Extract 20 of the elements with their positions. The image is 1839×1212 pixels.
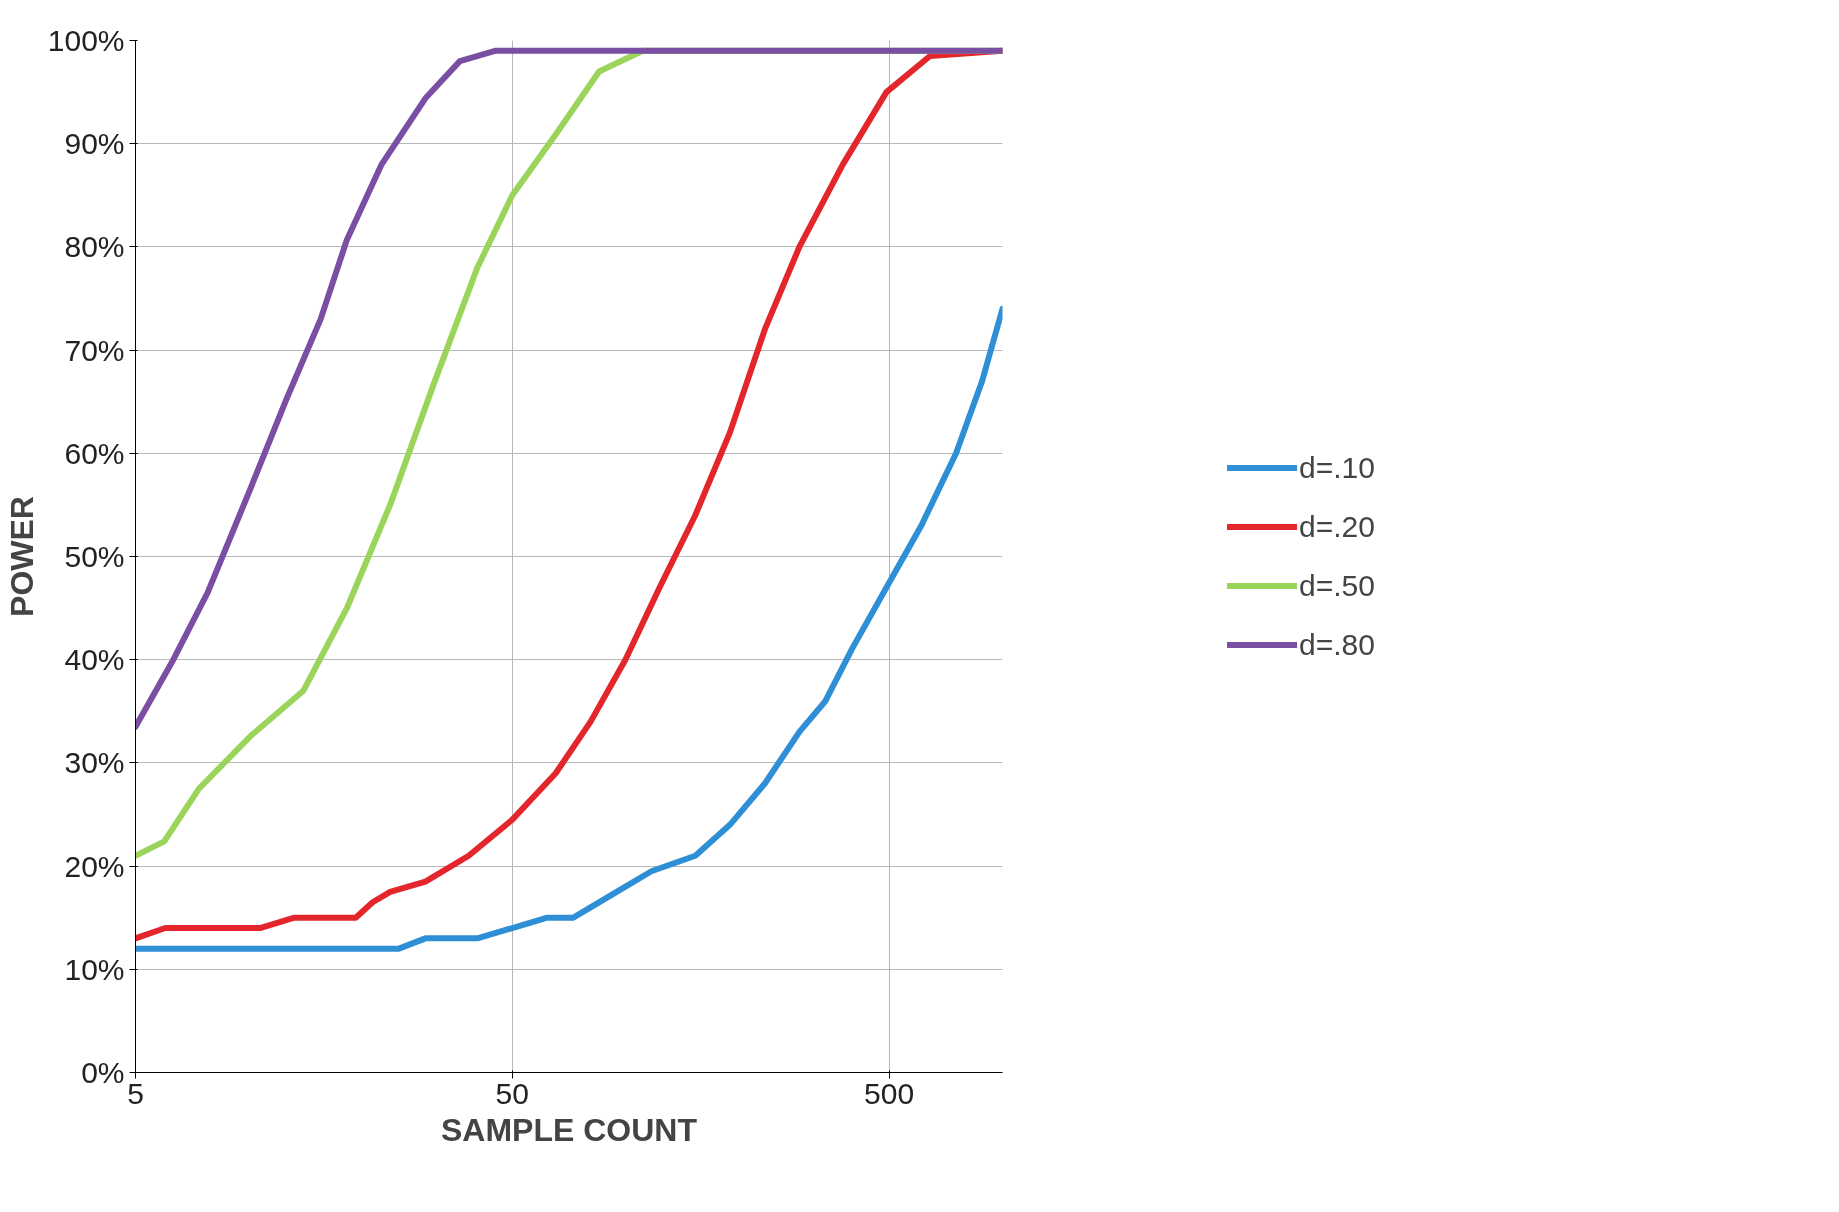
- y-axis-title: POWER: [3, 496, 40, 617]
- y-tick-label: 80%: [64, 230, 125, 264]
- y-tick-label: 100%: [47, 24, 125, 57]
- y-tick-label: 40%: [64, 643, 125, 677]
- y-tick-label: 20%: [64, 849, 125, 883]
- y-tick-label: 30%: [64, 746, 125, 780]
- y-tick-label: 70%: [64, 333, 125, 367]
- legend-label: d=.50: [1299, 568, 1375, 603]
- x-tick-label: 50: [495, 1076, 529, 1110]
- y-tick-label: 50%: [64, 540, 125, 573]
- y-tick-label: 0%: [81, 1056, 125, 1089]
- x-axis-title: SAMPLE COUNT: [441, 1111, 698, 1148]
- x-tick-label: 5: [127, 1076, 144, 1110]
- legend-label: d=.80: [1299, 627, 1375, 662]
- legend-label: d=.10: [1299, 450, 1375, 485]
- y-tick-label: 60%: [64, 436, 125, 470]
- legend-label: d=.20: [1299, 509, 1375, 544]
- y-tick-label: 90%: [64, 127, 125, 161]
- x-tick-label: 500: [864, 1076, 915, 1110]
- y-tick-label: 10%: [64, 952, 125, 986]
